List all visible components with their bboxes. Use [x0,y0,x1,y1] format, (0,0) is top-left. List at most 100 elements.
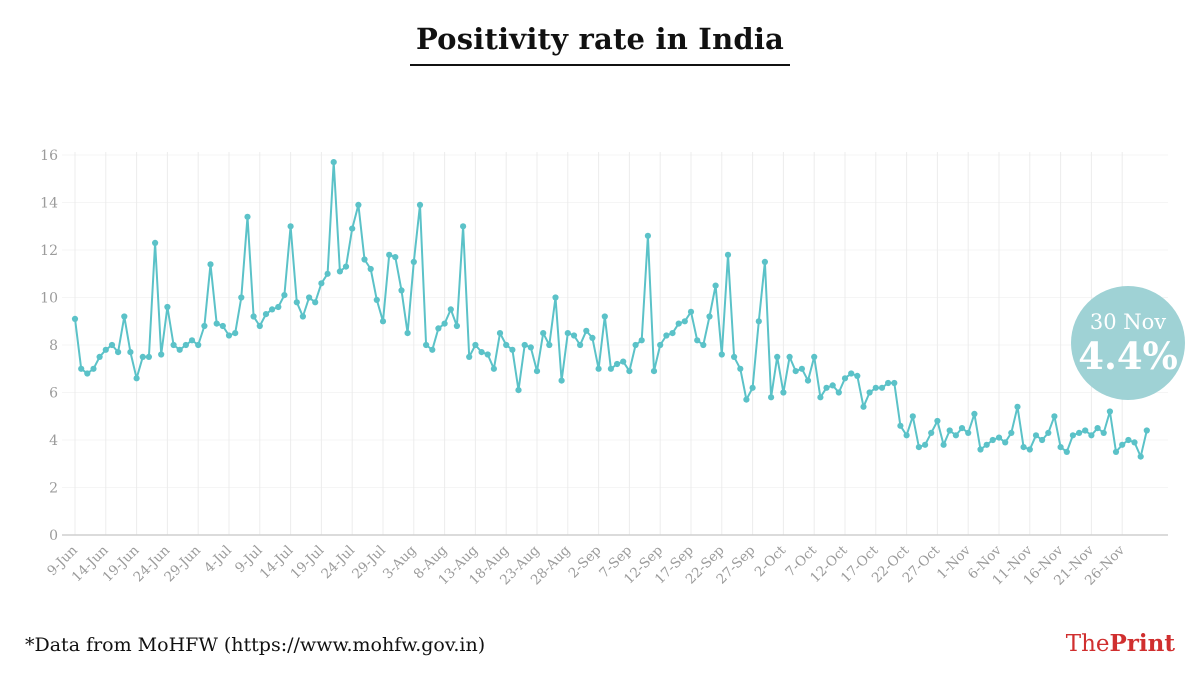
latest-value-badge: 30 Nov 4.4% [1071,286,1185,400]
data-point [78,365,85,372]
data-point [700,341,707,349]
data-point [915,444,923,451]
data-point [1008,429,1015,436]
data-point [564,330,571,337]
page-title: Positivity rate in India [0,22,1200,66]
data-point [287,223,294,230]
data-point [731,353,738,360]
data-point [533,368,541,375]
data-point [841,375,849,382]
data-point [460,223,467,230]
data-point [798,365,806,372]
data-point [201,322,208,330]
data-point [1057,444,1064,451]
data-point [934,417,941,425]
data-point [349,225,356,232]
data-point [324,270,331,277]
footer: *Data from MoHFW (https://www.mohfw.gov.… [25,630,1175,657]
data-point [1032,432,1040,439]
x-tick-label: 4-Jul [201,543,235,577]
data-point [657,341,664,349]
data-point [1014,403,1021,410]
data-point [983,441,990,448]
logo-print: Print [1109,630,1176,657]
data-point [614,360,621,368]
data-point [213,320,220,327]
x-tick-label: 19-Jul [288,543,328,583]
data-point [1076,429,1083,436]
data-point [521,341,528,349]
data-point [675,320,682,327]
data-point [392,254,399,261]
data-point [737,365,744,372]
data-point [306,294,313,301]
data-point [583,327,590,334]
y-tick-label: 8 [49,338,58,354]
data-point [694,337,701,344]
data-point [1002,439,1009,446]
y-tick-label: 10 [40,291,58,307]
x-tick-label: 2-Sep [566,543,605,582]
trend-line [74,161,1148,458]
data-point [577,341,584,349]
data-point [262,311,270,318]
x-tick-label: 29-Jul [349,543,389,583]
chart-title: Positivity rate in India [409,22,791,66]
data-point [96,353,103,360]
data-point [922,441,929,448]
data-point [761,258,769,265]
data-point [84,370,91,377]
data-point [299,313,306,320]
data-point [509,346,516,353]
data-point [367,265,374,273]
data-point [1137,453,1144,460]
data-point [589,334,596,341]
data-point [724,251,732,258]
y-tick-label: 4 [49,433,58,449]
data-point [1125,436,1132,444]
data-point [965,429,972,436]
data-point [281,292,288,299]
data-point [977,446,984,453]
data-point [940,441,947,448]
data-point [496,330,504,337]
data-point [1039,436,1046,444]
data-point [441,320,448,327]
data-point [1112,448,1120,455]
y-tick-label: 2 [49,481,58,497]
data-point [515,387,522,394]
data-point [435,325,442,332]
data-point [1069,432,1076,439]
data-point [527,344,534,351]
y-tick-label: 6 [49,386,58,402]
data-point [336,268,343,275]
data-point [1082,427,1089,434]
data-point [774,353,781,360]
data-point [546,341,553,349]
data-point [878,384,886,391]
data-point [158,351,165,358]
data-point [755,318,762,325]
x-tick-label: 3-Aug [380,542,420,582]
data-point [398,287,405,294]
data-point [903,432,910,439]
data-point [854,372,861,379]
data-point [250,313,257,320]
data-point [669,330,676,337]
data-point [860,403,867,410]
data-point [164,303,171,311]
data-point [817,394,824,401]
data-point [269,306,276,313]
source-note: *Data from MoHFW (https://www.mohfw.gov.… [25,634,486,656]
data-point [453,322,460,330]
y-tick-label: 12 [40,243,58,259]
data-point [780,389,787,396]
data-point [416,201,424,208]
data-point [601,313,608,320]
data-point [872,384,879,391]
data-point [1026,446,1033,453]
data-point [373,296,380,303]
data-point [706,313,713,320]
data-point [71,315,79,322]
